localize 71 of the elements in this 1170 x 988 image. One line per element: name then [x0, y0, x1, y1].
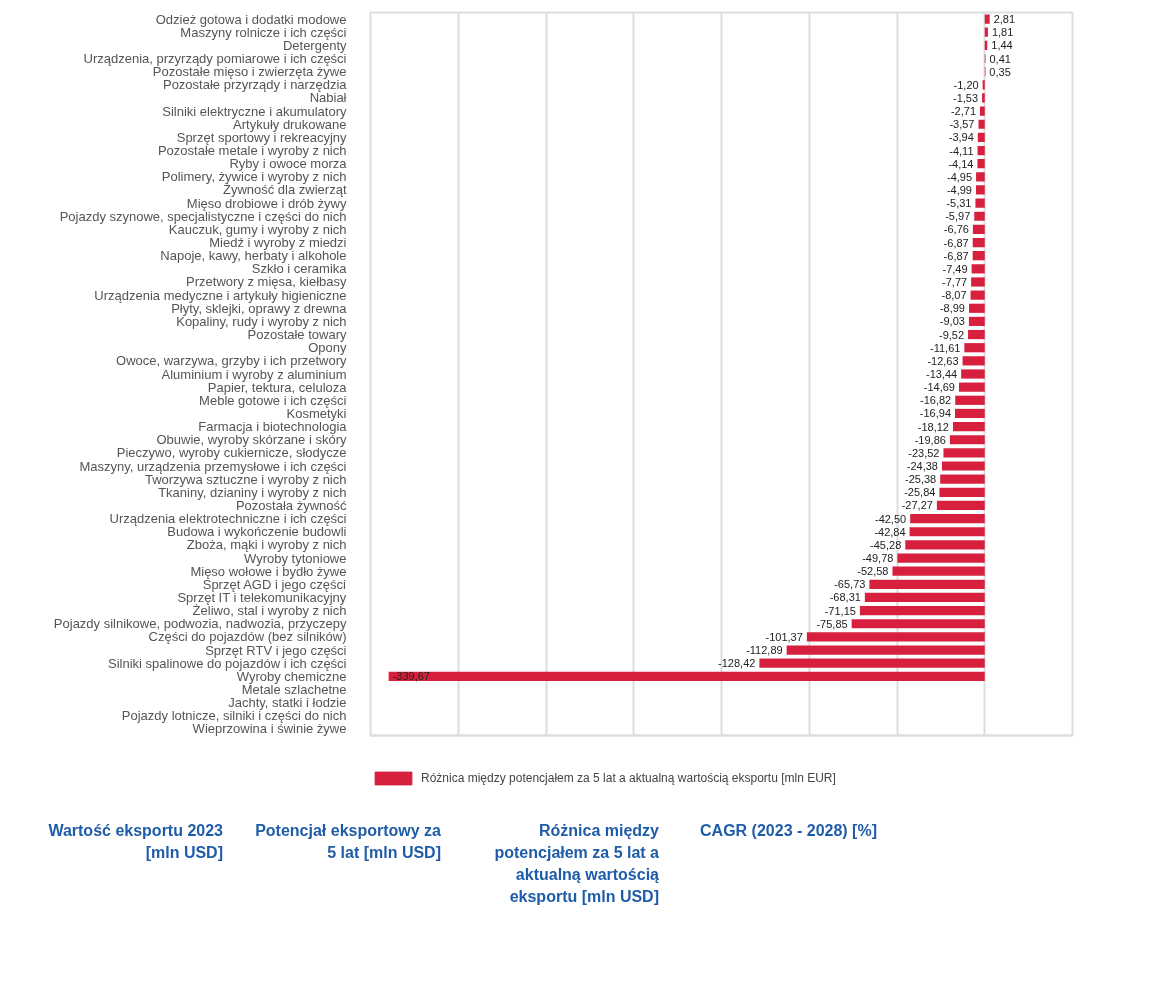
data-label: -8,99 — [939, 302, 965, 315]
y-tick-label: Pojazdy lotnicze, silniki i części do nich — [121, 708, 347, 724]
data-label: -1,20 — [953, 78, 979, 91]
text: Potencjał eksportowy za 5 lat [mln USD] — [254, 821, 441, 863]
data-label: -12,63 — [927, 354, 959, 367]
y-tick-label: Budowa i wykończenie budowli — [167, 524, 347, 540]
data-label: -18,12 — [917, 420, 949, 433]
data-label: 1,81 — [991, 26, 1014, 39]
y-tick-label: Odzież gotowa i dodatki modowe — [155, 11, 347, 27]
data-label: -7,77 — [942, 275, 968, 288]
data-label: -11,61 — [930, 341, 961, 354]
data-label: -4,95 — [946, 170, 973, 183]
y-tick-label: Pozostałe towary — [247, 327, 347, 343]
data-label: 0,35 — [989, 65, 1011, 78]
data-label: -49,78 — [862, 552, 894, 565]
data-label: 1,44 — [991, 39, 1013, 52]
y-tick-label: Przetwory z mięsa, kiełbasy — [186, 274, 347, 290]
text: Różnica między potencjałem za 5 lat a aktualną wartością eksportu [mln USD] — [493, 821, 659, 907]
data-label: -6,76 — [943, 223, 969, 236]
data-label: 0,41 — [989, 52, 1011, 65]
data-label: -5,31 — [946, 197, 972, 210]
legend-label: Różnica między potencjałem za 5 lat a aktualną wartością eksportu [mln EUR] — [421, 771, 836, 785]
text: Wartość eksportu 2023 [mln USD] — [47, 821, 223, 863]
y-tick-label: Silniki elektryczne i akumulatory — [162, 103, 347, 119]
data-label: -128,42 — [718, 657, 756, 670]
data-label: -23,52 — [908, 446, 940, 459]
data-label: -4,14 — [948, 157, 974, 170]
data-label: -68,31 — [829, 591, 861, 604]
data-label: -42,84 — [874, 525, 906, 538]
y-tick-label: Pozostałe mięso i zwierzęta żywe — [152, 64, 347, 80]
data-label: -25,84 — [904, 486, 936, 499]
data-label: -25,38 — [905, 473, 937, 486]
data-label: -9,03 — [939, 315, 965, 328]
data-label: -24,38 — [906, 460, 938, 473]
data-label: -14,69 — [923, 381, 955, 394]
data-label: -6,87 — [943, 249, 969, 262]
y-tick-label: Urządzenia, przyrządy pomiarowe i ich części — [83, 51, 347, 67]
data-label: -42,50 — [874, 512, 907, 525]
text: CAGR (2023 - 2028) [%] — [699, 821, 877, 841]
y-tick-label: Polimery, żywice i wyroby z nich — [161, 169, 347, 185]
data-label: -4,11 — [949, 144, 974, 157]
data-label: -339,67 — [392, 670, 430, 683]
data-label: -45,28 — [870, 538, 902, 551]
y-tick-label: Szkło i ceramika — [251, 261, 348, 277]
data-label: 2,81 — [993, 13, 1016, 26]
data-label: -19,86 — [914, 433, 946, 446]
y-tick-label: Obuwie, wyroby skórzane i skóry — [156, 432, 347, 448]
data-label: -52,58 — [857, 565, 889, 578]
data-label: -7,49 — [942, 262, 968, 275]
data-label: -16,94 — [919, 407, 952, 420]
data-label: -3,94 — [948, 131, 974, 144]
data-label: -16,82 — [920, 394, 952, 407]
data-label: -75,85 — [816, 617, 848, 630]
data-label: -27,27 — [901, 499, 933, 512]
data-label: -101,37 — [765, 630, 803, 643]
data-label: -4,99 — [946, 183, 972, 196]
data-label: -13,44 — [925, 368, 958, 380]
data-label: -3,57 — [949, 118, 975, 131]
data-label: -5,97 — [945, 210, 971, 223]
data-label: -1,53 — [952, 91, 979, 104]
y-tick-label: Farmacja i biotechnologia — [198, 419, 348, 435]
data-label: -65,73 — [834, 578, 866, 591]
data-label: -8,07 — [941, 289, 967, 302]
data-label: -2,71 — [950, 105, 976, 118]
y-tick-label: Pozostałe przyrządy i narzędzia — [162, 77, 348, 93]
y-tick-label: Jachty, statki i łodzie — [228, 695, 347, 711]
data-label: -71,15 — [824, 604, 856, 617]
data-label: -9,52 — [938, 328, 965, 341]
data-label: -6,87 — [943, 236, 969, 249]
data-label: -112,89 — [746, 644, 783, 657]
y-tick-label: Urządzenia elektrotechniczne i ich części — [109, 511, 347, 527]
